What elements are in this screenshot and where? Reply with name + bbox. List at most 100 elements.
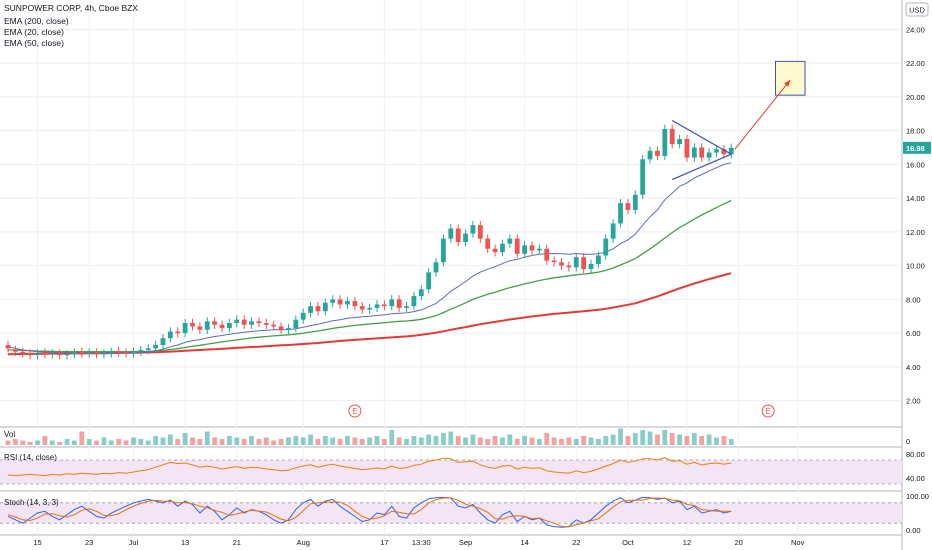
y-tick-label: 2.00 xyxy=(906,397,921,406)
target-box[interactable] xyxy=(775,60,806,96)
volume-bar xyxy=(263,437,269,445)
candle-body xyxy=(138,350,144,352)
volume-bar xyxy=(728,439,734,445)
volume-bar xyxy=(714,437,719,445)
earnings-marker-label: E xyxy=(352,407,357,416)
volume-bar xyxy=(108,440,114,445)
projection-arrow[interactable] xyxy=(734,79,791,150)
candle-body xyxy=(529,245,535,251)
volume-bar xyxy=(691,433,697,445)
candle-body xyxy=(212,321,218,325)
candle-body xyxy=(566,265,572,268)
volume-bar xyxy=(455,436,461,445)
stoch-tick-label: 0.00 xyxy=(906,526,921,535)
volume-bar xyxy=(86,439,92,445)
volume-bar xyxy=(241,439,247,445)
volume-bar xyxy=(145,440,151,445)
candle-body xyxy=(182,323,188,334)
candle-body xyxy=(625,203,631,210)
y-tick-label: 4.00 xyxy=(906,363,921,372)
volume-bar xyxy=(573,439,579,445)
volume-bar xyxy=(345,436,350,445)
triangle-upper-line[interactable] xyxy=(671,119,732,155)
candle-body xyxy=(662,128,668,156)
candle-body xyxy=(367,307,373,310)
volume-bar xyxy=(330,437,336,445)
volume-bar xyxy=(197,439,203,445)
volume-bar xyxy=(227,436,232,445)
volume-bar xyxy=(20,440,26,445)
volume-bar xyxy=(308,434,313,445)
volume-bar xyxy=(522,436,527,445)
indicator-ema50-label[interactable]: EMA (50, close) xyxy=(4,38,64,48)
volume-bar xyxy=(123,440,129,445)
candle-body xyxy=(551,260,557,263)
candle-body xyxy=(64,354,70,356)
x-tick-label: 22 xyxy=(572,538,580,547)
volume-bar xyxy=(669,433,675,445)
y-tick-label: 12.00 xyxy=(906,228,925,237)
y-tick-label: 16.00 xyxy=(906,160,925,169)
volume-bar xyxy=(544,433,550,445)
x-tick-label: Jul xyxy=(129,538,139,547)
candle-body xyxy=(677,139,682,145)
volume-bar xyxy=(418,437,424,445)
candle-body xyxy=(470,225,476,234)
stoch-d-line xyxy=(7,497,732,528)
candle-body xyxy=(337,299,343,305)
y-tick-label: 18.00 xyxy=(906,127,925,136)
volume-bar xyxy=(94,440,99,445)
candle-body xyxy=(455,228,461,243)
volume-bar xyxy=(551,437,557,445)
candle-body xyxy=(175,331,181,334)
candle-body xyxy=(418,289,424,297)
volume-bar xyxy=(448,431,454,445)
volume-bar xyxy=(131,437,136,445)
x-tick-label: 21 xyxy=(233,538,241,547)
candle-body xyxy=(699,147,705,158)
candle-body xyxy=(500,243,505,253)
currency-badge[interactable] xyxy=(905,2,929,17)
last-price-label: 16.98 xyxy=(906,144,925,153)
candle-body xyxy=(116,350,122,353)
volume-bar xyxy=(677,434,682,445)
volume-bar xyxy=(374,436,380,445)
volume-bar xyxy=(411,436,417,445)
candle-body xyxy=(596,255,601,264)
y-tick-label: 6.00 xyxy=(906,329,921,338)
indicator-ema20-label[interactable]: EMA (20, close) xyxy=(4,27,64,37)
volume-bar xyxy=(190,437,195,445)
volume-bar xyxy=(581,436,587,445)
triangle-lower-line[interactable] xyxy=(671,153,732,181)
volume-bar xyxy=(182,433,188,445)
candle-body xyxy=(507,238,513,244)
volume-bar xyxy=(381,439,387,445)
volume-bar xyxy=(271,440,277,445)
volume-bar xyxy=(359,439,365,445)
volume-bar xyxy=(632,433,638,445)
stoch-tick-label: 100.00 xyxy=(906,492,929,501)
candle-body xyxy=(345,301,350,305)
candle-body xyxy=(588,263,594,270)
candle-body xyxy=(145,348,151,351)
candle-body xyxy=(278,326,284,330)
volume-bar xyxy=(389,430,395,445)
volume-bar xyxy=(64,439,70,445)
earnings-marker[interactable] xyxy=(348,404,362,418)
candle-body xyxy=(271,324,277,327)
earnings-marker[interactable] xyxy=(761,404,775,418)
volume-bar xyxy=(315,439,321,445)
candle-body xyxy=(522,245,527,254)
volume-bar xyxy=(138,439,144,445)
candle-body xyxy=(330,299,336,303)
candle-body xyxy=(108,351,114,354)
volume-bar xyxy=(300,437,306,445)
candle-body xyxy=(389,299,395,307)
projection-arrowhead xyxy=(784,79,791,87)
candle-body xyxy=(12,350,18,352)
candle-body xyxy=(544,248,550,261)
indicator-ema200-label[interactable]: EMA (200, close) xyxy=(4,16,69,26)
rsi-line xyxy=(7,457,732,477)
candle-body xyxy=(426,272,432,290)
